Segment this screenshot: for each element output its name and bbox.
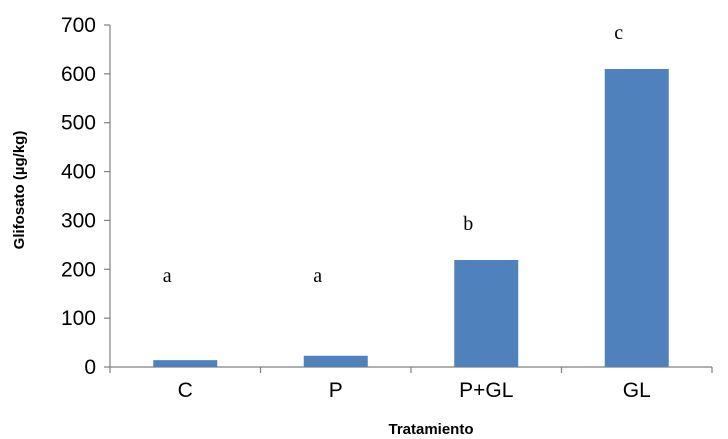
significance-label: c xyxy=(614,22,623,44)
y-axis-title: Glifosato (µg/kg) xyxy=(11,131,28,250)
y-tick-label: 500 xyxy=(61,112,96,135)
significance-label: b xyxy=(463,213,473,235)
y-tick-label: 600 xyxy=(61,63,96,86)
y-axis: 0 100 200 300 400 500 600 700 xyxy=(61,14,111,379)
y-tick-label: 300 xyxy=(61,209,96,232)
x-axis: C P P+GL GL xyxy=(109,366,713,402)
significance-labels: a a b c xyxy=(163,22,624,287)
y-tick-label: 100 xyxy=(61,307,96,330)
bar xyxy=(153,360,218,367)
x-tick-label: GL xyxy=(623,379,651,402)
bar xyxy=(604,68,669,367)
bars xyxy=(153,68,669,367)
significance-label: a xyxy=(163,265,172,287)
y-tick-label: 0 xyxy=(84,356,96,379)
significance-label: a xyxy=(313,265,322,287)
bar xyxy=(303,355,368,367)
y-tick-label: 700 xyxy=(61,14,96,37)
x-tick-label: C xyxy=(178,379,193,402)
x-tick-label: P+GL xyxy=(459,379,513,402)
y-tick-label: 200 xyxy=(61,258,96,281)
y-tick-label: 400 xyxy=(61,161,96,184)
x-axis-title: Tratamiento xyxy=(388,421,473,438)
x-tick-label: P xyxy=(329,379,343,402)
bar xyxy=(454,260,519,367)
